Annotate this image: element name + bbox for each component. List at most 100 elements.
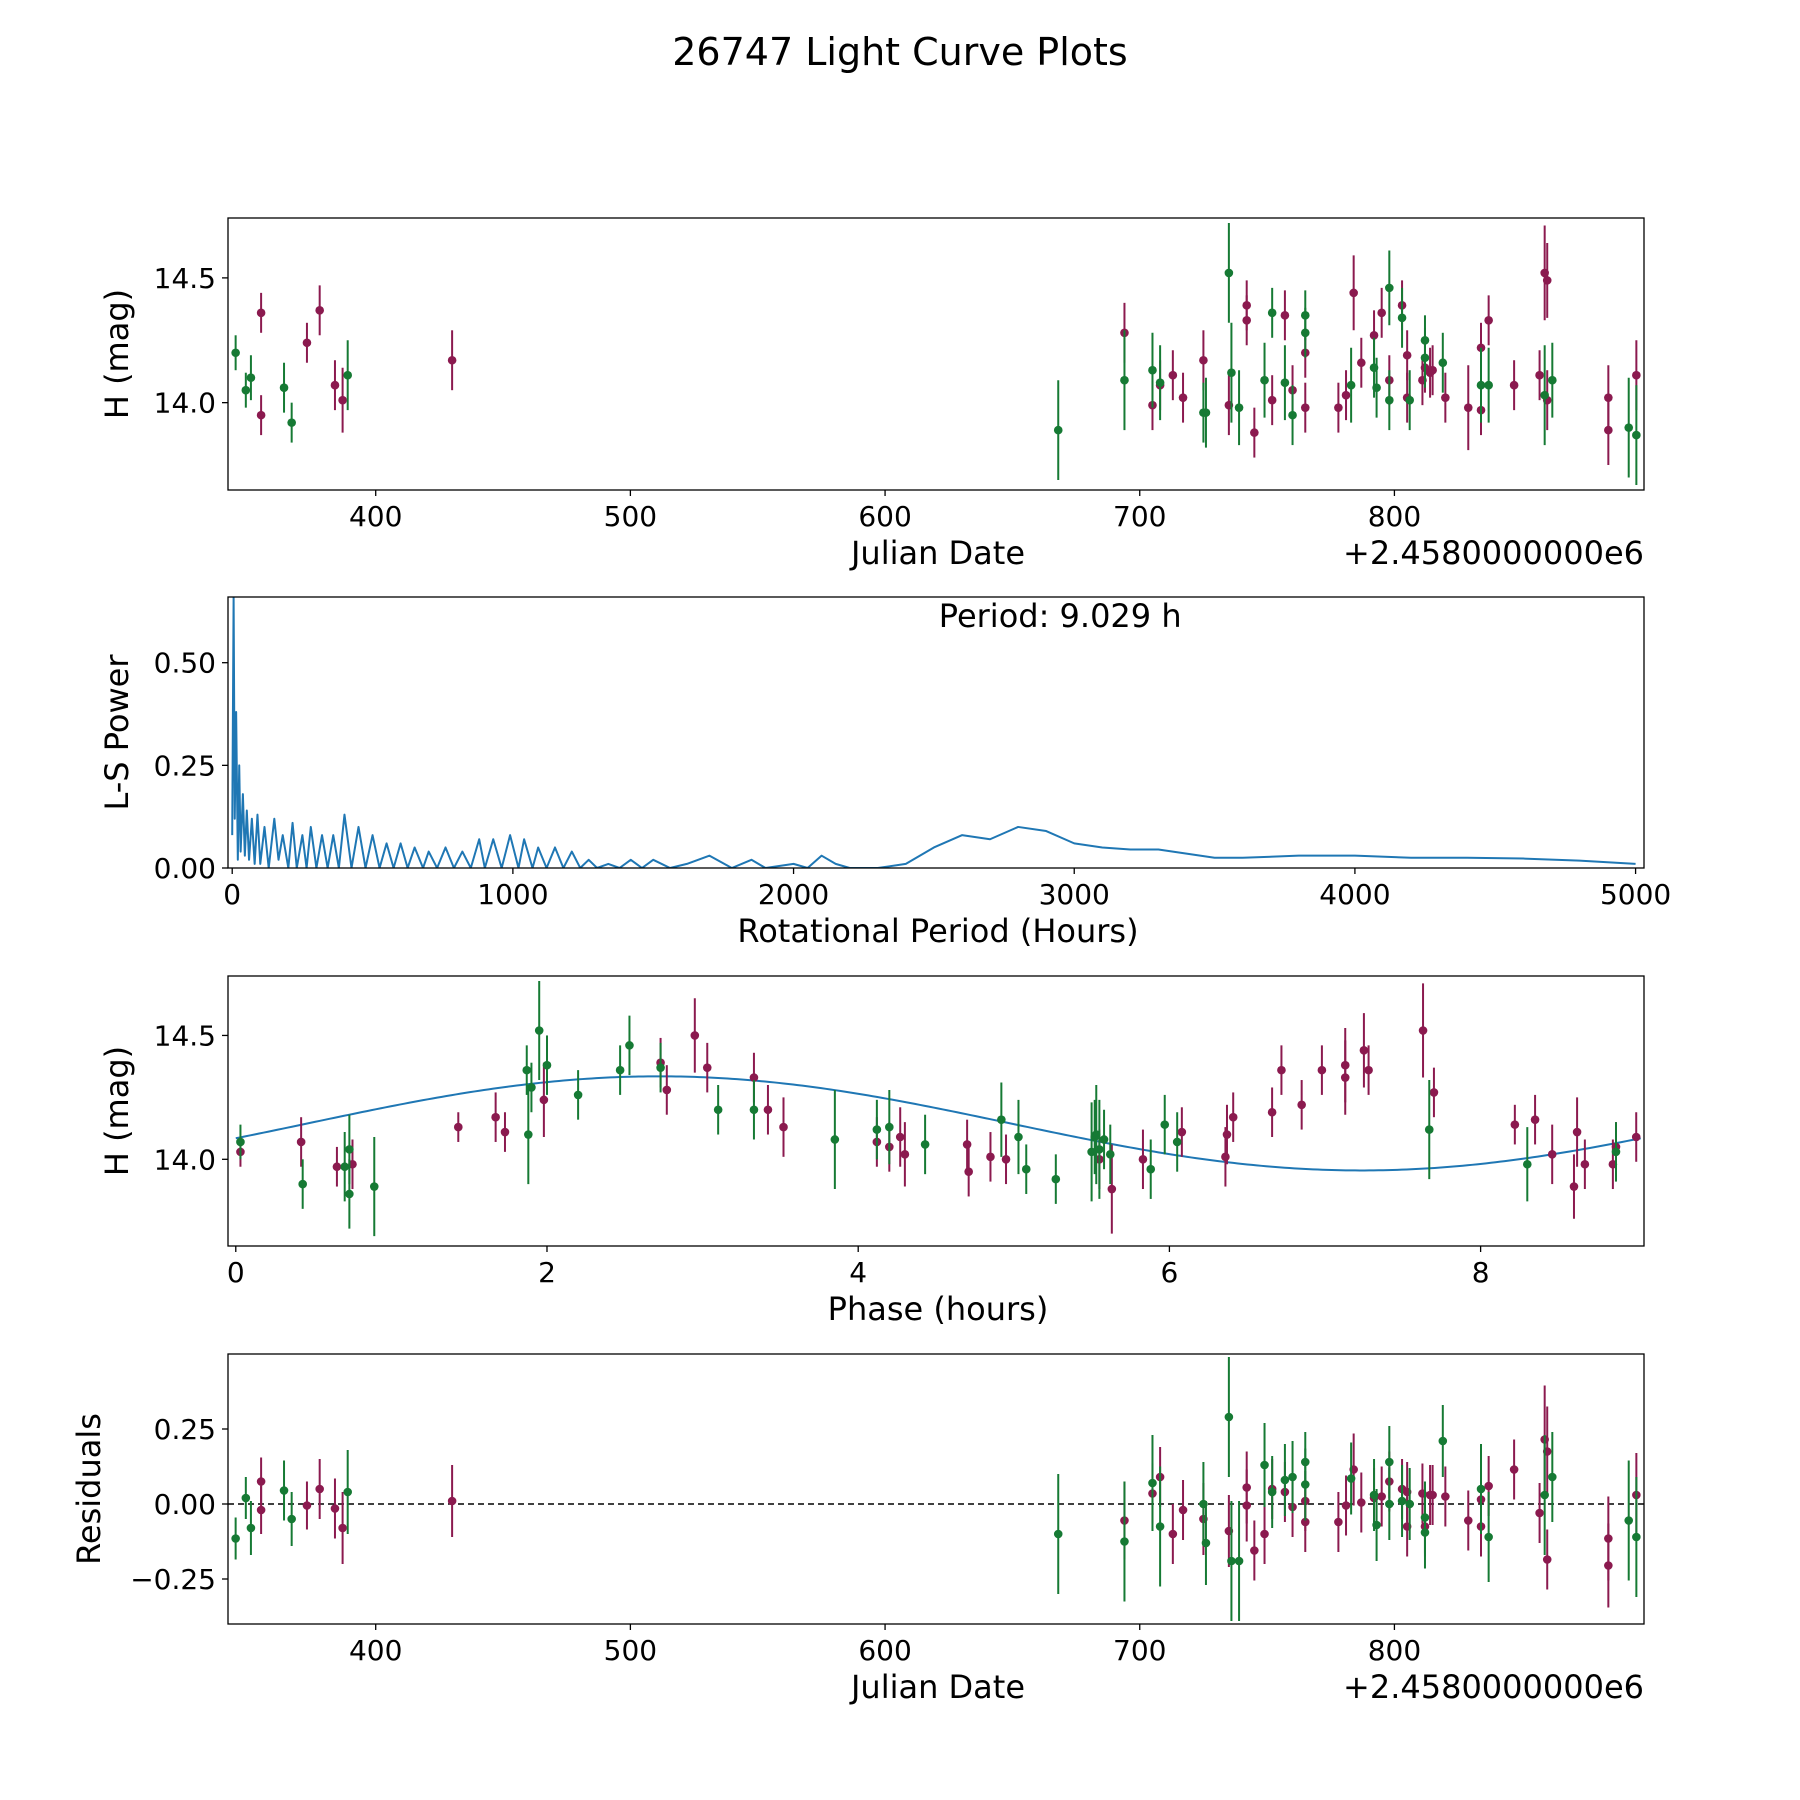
data-point (895, 1132, 905, 1142)
data-point (1277, 1065, 1286, 1075)
data-point (1377, 308, 1386, 318)
x-tick-label: 5000 (1600, 878, 1671, 911)
data-point (1107, 1184, 1117, 1194)
data-point (1580, 1159, 1590, 1169)
data-point (1199, 355, 1208, 365)
data-point (236, 1137, 245, 1147)
y-tick-label: 0.00 (154, 852, 216, 885)
data-point (1160, 1120, 1170, 1129)
x-tick-label: 800 (1368, 500, 1421, 533)
data-point (1317, 1065, 1327, 1075)
data-point (1510, 1120, 1520, 1129)
data-point (1372, 1520, 1381, 1530)
data-point (315, 1484, 324, 1494)
data-point (1548, 1472, 1557, 1482)
data-point (1280, 1475, 1290, 1485)
data-point (231, 1534, 240, 1543)
data-point (256, 308, 266, 318)
x-tick-label: 0 (223, 878, 241, 911)
data-point (1463, 403, 1473, 412)
residuals-panel: 400 500 600 700 800 −0.25 0.00 0.25 Julian Date R… (70, 1353, 1645, 1706)
data-point (962, 1140, 972, 1149)
data-point (749, 1073, 759, 1082)
data-point (256, 1477, 266, 1486)
x-tick-label: 600 (858, 1634, 911, 1667)
data-point (1053, 425, 1063, 435)
data-point (997, 1115, 1006, 1124)
data-point (1172, 1137, 1182, 1147)
y-tick-label: 14.0 (154, 1143, 216, 1176)
data-point (1535, 370, 1544, 380)
data-point (1542, 276, 1552, 285)
data-point (1624, 423, 1634, 432)
data-point (1346, 1474, 1356, 1483)
x-axis-label: Julian Date (849, 534, 1025, 572)
fit-curve (235, 1075, 1641, 1172)
data-point (830, 1135, 840, 1144)
data-point (296, 1137, 306, 1147)
data-point (662, 1085, 672, 1095)
data-point (1611, 1147, 1621, 1157)
filter-b-series (236, 980, 1621, 1237)
data-point (1438, 358, 1448, 368)
data-point (1178, 1505, 1188, 1515)
y-tick-label: 14.5 (154, 262, 216, 295)
data-point (534, 1026, 544, 1035)
data-point (1484, 1532, 1493, 1542)
data-point (1604, 425, 1613, 435)
data-point (1267, 395, 1277, 405)
data-point (1420, 1528, 1430, 1537)
lightcurve-frame (227, 217, 1645, 491)
data-point (1280, 378, 1290, 387)
x-tick-label: 2000 (758, 878, 829, 911)
phasefold-frame (227, 975, 1645, 1247)
data-point (1120, 375, 1129, 385)
data-point (1418, 1026, 1428, 1035)
periodogram-line (231, 597, 1636, 868)
data-point (1095, 1145, 1104, 1154)
data-point (1385, 395, 1394, 405)
data-point (1155, 1522, 1165, 1531)
data-point (1300, 328, 1310, 338)
x-tick-label: 700 (1113, 500, 1166, 533)
data-point (539, 1095, 549, 1105)
x-tick-label: 6 (1160, 1256, 1178, 1289)
y-tick-label: 14.0 (154, 387, 216, 420)
data-point (1334, 1517, 1343, 1527)
data-point (1349, 288, 1358, 298)
x-tick-label: 1000 (477, 878, 548, 911)
data-point (1250, 1546, 1259, 1555)
data-point (1201, 408, 1211, 417)
data-point (1397, 1496, 1407, 1506)
x-tick-label: 700 (1113, 1634, 1166, 1667)
data-point (542, 1060, 552, 1070)
data-point (527, 1083, 536, 1092)
y-axis-label: H (mag) (98, 289, 136, 419)
data-point (231, 348, 240, 358)
data-point (1441, 393, 1450, 402)
data-point (763, 1105, 773, 1115)
x-tick-label: 800 (1368, 1634, 1421, 1667)
data-point (447, 1496, 457, 1506)
data-point (279, 1486, 289, 1495)
data-point (1476, 380, 1486, 390)
data-point (1547, 1150, 1557, 1159)
data-point (241, 385, 251, 395)
lightcurve-panel: 400 500 600 700 800 14.0 14.5 Julian Date H (mag… (98, 217, 1645, 572)
data-point (256, 1505, 266, 1515)
data-point (524, 1130, 533, 1139)
data-point (287, 1514, 296, 1524)
data-point (491, 1112, 500, 1122)
data-point (1405, 1499, 1414, 1509)
data-point (1402, 350, 1412, 360)
x-tick-label: 400 (349, 500, 402, 533)
data-point (1053, 1529, 1063, 1539)
data-point (1548, 375, 1557, 385)
data-point (345, 1189, 354, 1199)
data-point (713, 1105, 723, 1115)
data-point (1178, 393, 1188, 402)
data-point (1288, 1472, 1297, 1482)
data-point (986, 1152, 995, 1162)
data-point (315, 306, 324, 315)
data-point (447, 355, 457, 365)
